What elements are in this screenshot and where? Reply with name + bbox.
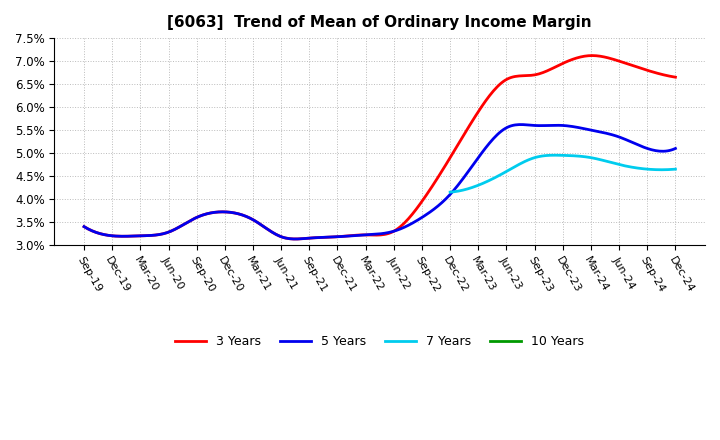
5 Years [620,136,629,142]
3 Years [620,60,629,65]
7 Years [636,166,645,171]
3 Years [292,236,300,242]
Title: [6063]  Trend of Mean of Ordinary Income Margin: [6063] Trend of Mean of Ordinary Income … [168,15,592,30]
3 Years [433,175,442,180]
3 Years [81,225,90,231]
7 Years [551,153,559,158]
5 Years [444,194,452,199]
3 Years [444,158,452,164]
5 Years [292,236,300,242]
5 Years [81,225,90,231]
7 Years [446,190,454,195]
Legend: 3 Years, 5 Years, 7 Years, 10 Years: 3 Years, 5 Years, 7 Years, 10 Years [170,330,590,353]
Line: 5 Years: 5 Years [84,125,675,239]
5 Years [432,205,441,210]
3 Years [671,74,680,80]
7 Years [651,167,660,172]
3 Years [588,53,597,58]
5 Years [582,126,590,132]
7 Years [585,154,593,160]
5 Years [517,122,526,127]
3 Years [580,54,589,59]
7 Years [671,166,680,172]
7 Years [446,190,455,195]
Line: 7 Years: 7 Years [450,155,675,192]
7 Years [581,154,590,159]
3 Years [432,178,441,183]
3 Years [80,224,89,229]
7 Years [580,154,588,159]
5 Years [433,203,442,209]
Line: 3 Years: 3 Years [84,55,675,239]
5 Years [671,146,680,151]
5 Years [80,224,89,229]
